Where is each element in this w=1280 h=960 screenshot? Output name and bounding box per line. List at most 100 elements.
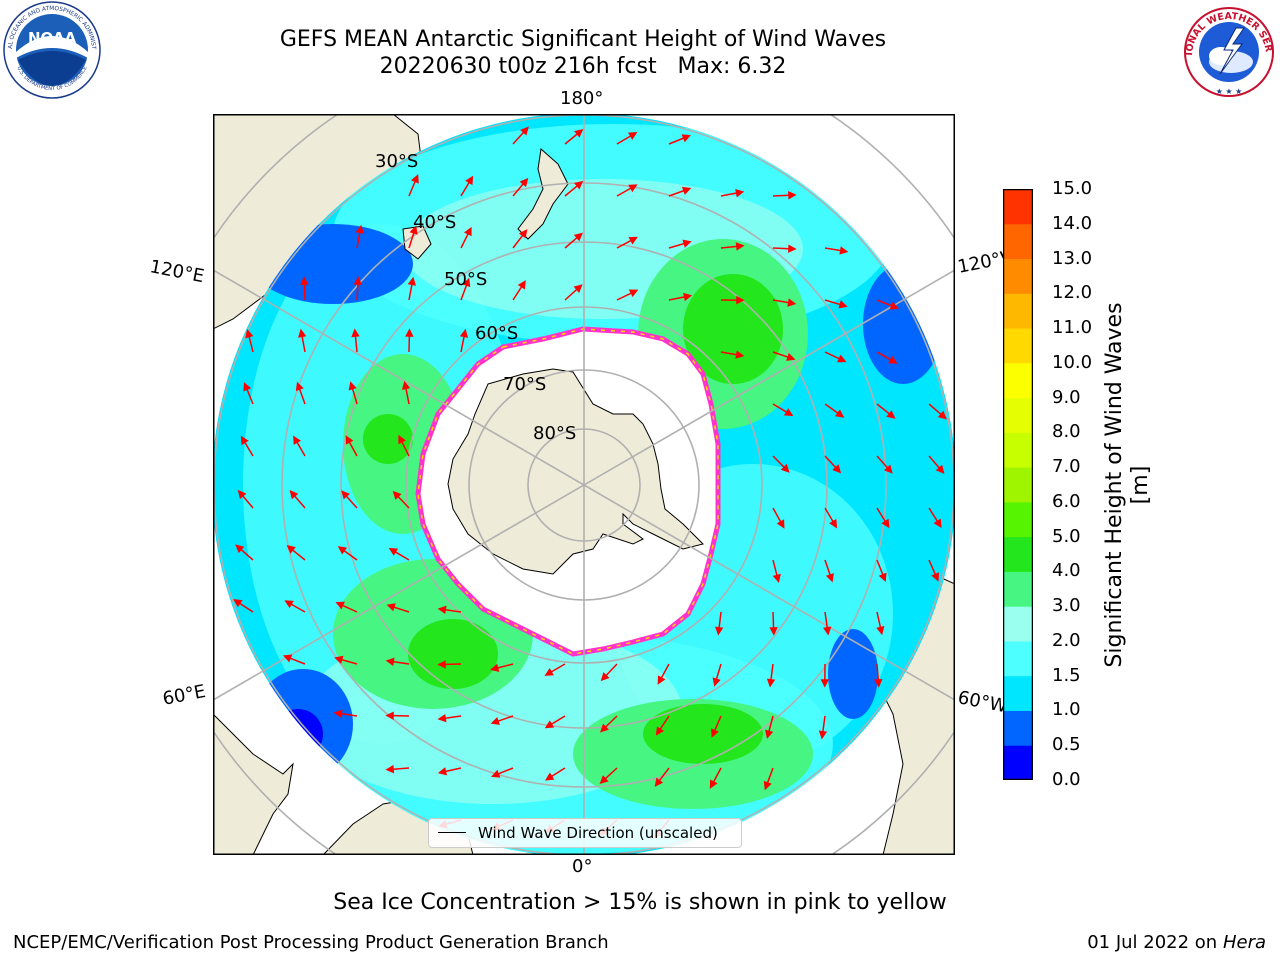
arrow-head [490,716,500,725]
arrow-head [337,546,348,555]
wave-direction-arrow [876,351,892,361]
wave-direction-arrow [460,284,468,301]
arrow-head [573,284,583,293]
colorbar-tick-label: 1.0 [1052,699,1081,721]
wave-direction-arrow [290,603,306,613]
wave-direction-arrow [242,495,254,509]
arrow-head [411,174,419,184]
arrow-head [935,464,945,474]
wave-direction-arrow [768,715,774,732]
land-antarctica [447,368,704,575]
wave-direction-arrow [668,189,685,197]
wave-direction-arrow [551,767,566,778]
arrow-head [735,350,745,359]
arrow-head [825,573,834,583]
arrow-head [544,667,554,676]
arrow-head [341,490,350,500]
arrow-head [769,627,778,636]
wave-direction-arrow [460,336,465,353]
wave-direction-arrow [550,663,566,673]
arrow-head [889,301,899,310]
wave-direction-arrow [354,336,358,353]
arrow-head [459,328,469,338]
colorbar-segment [1003,675,1033,711]
wave-direction-arrow [876,559,884,576]
colorbar-segment [1003,397,1033,433]
arrow-head [839,246,849,255]
arrow-head [437,713,447,723]
wave-direction-arrow [824,559,831,576]
wave-direction-arrow [616,135,632,145]
colorbar-tick-label: 3.0 [1052,595,1081,617]
wave-direction-arrow [772,351,789,358]
arrow-head [712,677,721,687]
arrow-head [388,547,399,556]
lon-label-120e: 120°E [148,256,206,288]
colorbar-tick-label: 9.0 [1052,386,1081,408]
arrow-head [385,657,395,666]
arrow-head [715,626,724,636]
wave-direction-arrow [928,559,937,575]
arrow-head [298,328,307,338]
arrow-head [398,434,406,445]
wave-direction-arrow [616,292,632,301]
wind-wave-arrows [233,126,947,839]
arrow-head [574,129,584,138]
wave-direction-arrow [401,441,410,457]
wave-direction-arrow [550,715,566,725]
colorbar-segment [1003,293,1033,329]
arrow-head [735,242,745,251]
wave-direction-arrow [244,441,254,457]
lat-label-40s: 40°S [413,212,457,233]
nws-logo: NATIONAL WEATHER SERVICE ★ ★ ★ [1176,0,1274,97]
wave-direction-arrow [394,551,410,561]
wave-direction-arrow [876,663,880,681]
arrow-head [931,572,939,582]
arrow-head [574,180,584,190]
colorbar-segment [1003,640,1033,677]
wave-direction-arrow [668,137,685,145]
wave-direction-arrow [772,611,775,629]
wave-direction-arrow [564,133,578,145]
wave-direction-arrow [876,611,882,628]
colorbar-segment [1003,571,1033,607]
arrow-head [600,672,610,682]
arrow-head [282,654,293,663]
arrow-head [293,435,302,445]
colorbar-segment [1003,189,1033,225]
arrow-head [820,679,830,688]
wave-direction-arrow [445,767,462,773]
wave-direction-arrow [497,715,514,722]
wave-direction-arrow [405,388,410,405]
wave-direction-arrow [408,232,415,249]
arrow-head [933,518,942,529]
colorbar-tick-label: 1.5 [1052,664,1081,686]
arrow-head [520,126,529,136]
colorbar-segment [1003,745,1033,780]
arrow-head [881,518,890,529]
wave-direction-arrow [876,455,889,469]
footer-date: 01 Jul 2022 on Hera [1087,932,1266,953]
colorbar-segment [1003,223,1033,260]
wave-direction-arrow [824,455,837,469]
colorbar-segment [1003,710,1033,746]
arrow-head [766,678,776,688]
arrow-head [772,573,781,583]
colorbar-segment [1003,536,1033,572]
arrow-head [628,184,638,193]
lat-label-80s: 80°S [533,423,577,444]
arrow-head [765,729,774,739]
arrow-head [233,599,243,608]
lat-label-70s: 70°S [503,374,547,395]
arrow-head [351,328,360,338]
footer-date-text: 01 Jul 2022 on [1087,932,1223,953]
polar-map [213,114,955,855]
arrow-head [464,226,472,237]
arrow-head [245,329,254,339]
wave-direction-arrow [393,606,410,613]
wave-direction-arrow [408,180,416,197]
footer-credit: NCEP/EMC/Verification Post Processing Pr… [13,932,609,953]
arrow-head [832,464,842,474]
wave-direction-arrow [605,663,618,677]
arrow-head [401,380,411,390]
